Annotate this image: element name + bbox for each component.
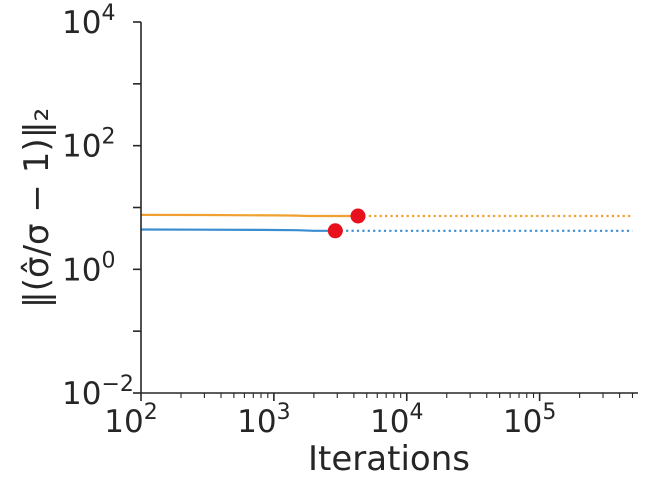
y-tick-label: 104: [62, 1, 115, 41]
x-tick-label: 103: [237, 400, 290, 440]
y-axis-label: ‖(σ̂/σ − 1)‖₂: [17, 108, 57, 308]
y-tick-label: 100: [62, 248, 115, 288]
x-axis-ticks: 102 103 104 105: [104, 393, 634, 440]
x-tick-label: 104: [370, 400, 423, 440]
y-tick-label: 102: [62, 125, 115, 165]
series-0-stop-marker: [350, 208, 366, 224]
marker-layer: [327, 208, 366, 239]
x-tick-label: 105: [503, 400, 556, 440]
x-axis-label: Iterations: [308, 439, 470, 479]
series-layer: [140, 213, 633, 232]
series-0-solid-line: [140, 213, 358, 218]
series-1-solid-line: [140, 228, 336, 232]
series-1-stop-marker: [327, 223, 343, 239]
x-tick-label: 102: [104, 400, 157, 440]
